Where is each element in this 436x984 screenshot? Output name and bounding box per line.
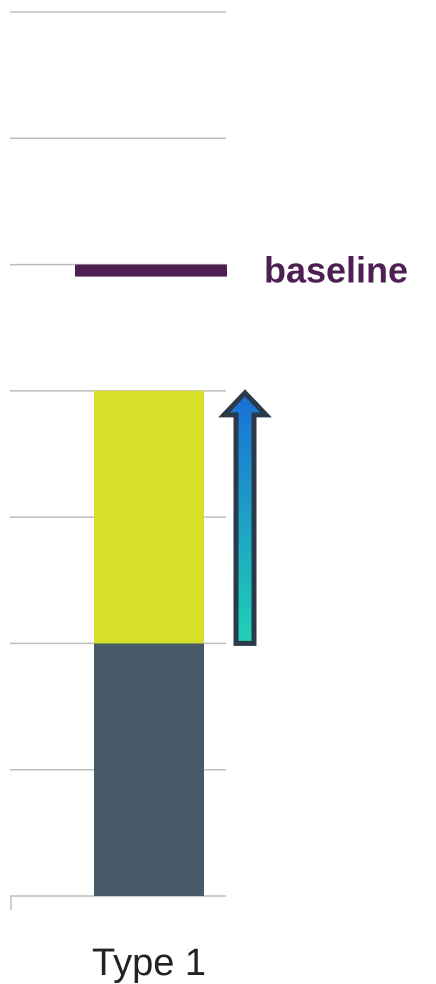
bars (94, 390, 204, 896)
reference-line (75, 264, 227, 277)
category-labels: Type 1 (92, 942, 206, 984)
bar-segment-1 (94, 643, 204, 896)
arrow-annotation (218, 389, 272, 646)
category-label: Type 1 (92, 942, 206, 984)
reference-line-group: baseline (75, 250, 408, 291)
bar-segment-2 (94, 390, 204, 644)
up-arrow-icon (218, 389, 272, 646)
reference-line-label: baseline (264, 250, 408, 291)
